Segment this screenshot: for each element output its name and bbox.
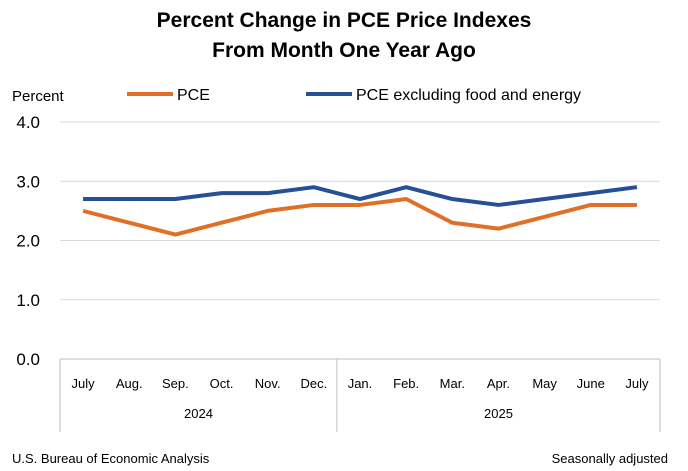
x-tick-label: Nov. bbox=[255, 376, 281, 391]
y-axis-label: Percent bbox=[12, 88, 65, 105]
chart-title: From Month One Year Ago bbox=[212, 39, 476, 62]
x-tick-label: Apr. bbox=[487, 376, 510, 391]
y-tick-label: 4.0 bbox=[16, 113, 40, 132]
seasonal-note: Seasonally adjusted bbox=[552, 451, 668, 466]
year-label: 2025 bbox=[484, 406, 513, 421]
legend-label: PCE excluding food and energy bbox=[356, 87, 581, 104]
legend-label: PCE bbox=[177, 87, 210, 104]
x-tick-label: July bbox=[72, 376, 96, 391]
x-tick-label: July bbox=[625, 376, 649, 391]
y-tick-label: 1.0 bbox=[16, 291, 40, 310]
x-tick-label: June bbox=[577, 376, 605, 391]
series-line bbox=[83, 185, 638, 207]
x-tick-label: Mar. bbox=[440, 376, 465, 391]
y-tick-label: 3.0 bbox=[16, 172, 40, 191]
y-tick-label: 0.0 bbox=[16, 350, 40, 369]
series-line bbox=[82, 197, 637, 237]
x-tick-label: Oct. bbox=[210, 376, 234, 391]
chart-title: Percent Change in PCE Price Indexes bbox=[157, 9, 532, 32]
source-note: U.S. Bureau of Economic Analysis bbox=[12, 451, 210, 466]
x-tick-label: Feb. bbox=[393, 376, 419, 391]
year-label: 2024 bbox=[184, 406, 213, 421]
y-tick-label: 2.0 bbox=[16, 232, 40, 251]
x-tick-label: Sep. bbox=[162, 376, 189, 391]
x-tick-label: Jan. bbox=[348, 376, 373, 391]
x-tick-label: Dec. bbox=[300, 376, 327, 391]
x-tick-label: May bbox=[532, 376, 557, 391]
x-tick-label: Aug. bbox=[116, 376, 143, 391]
